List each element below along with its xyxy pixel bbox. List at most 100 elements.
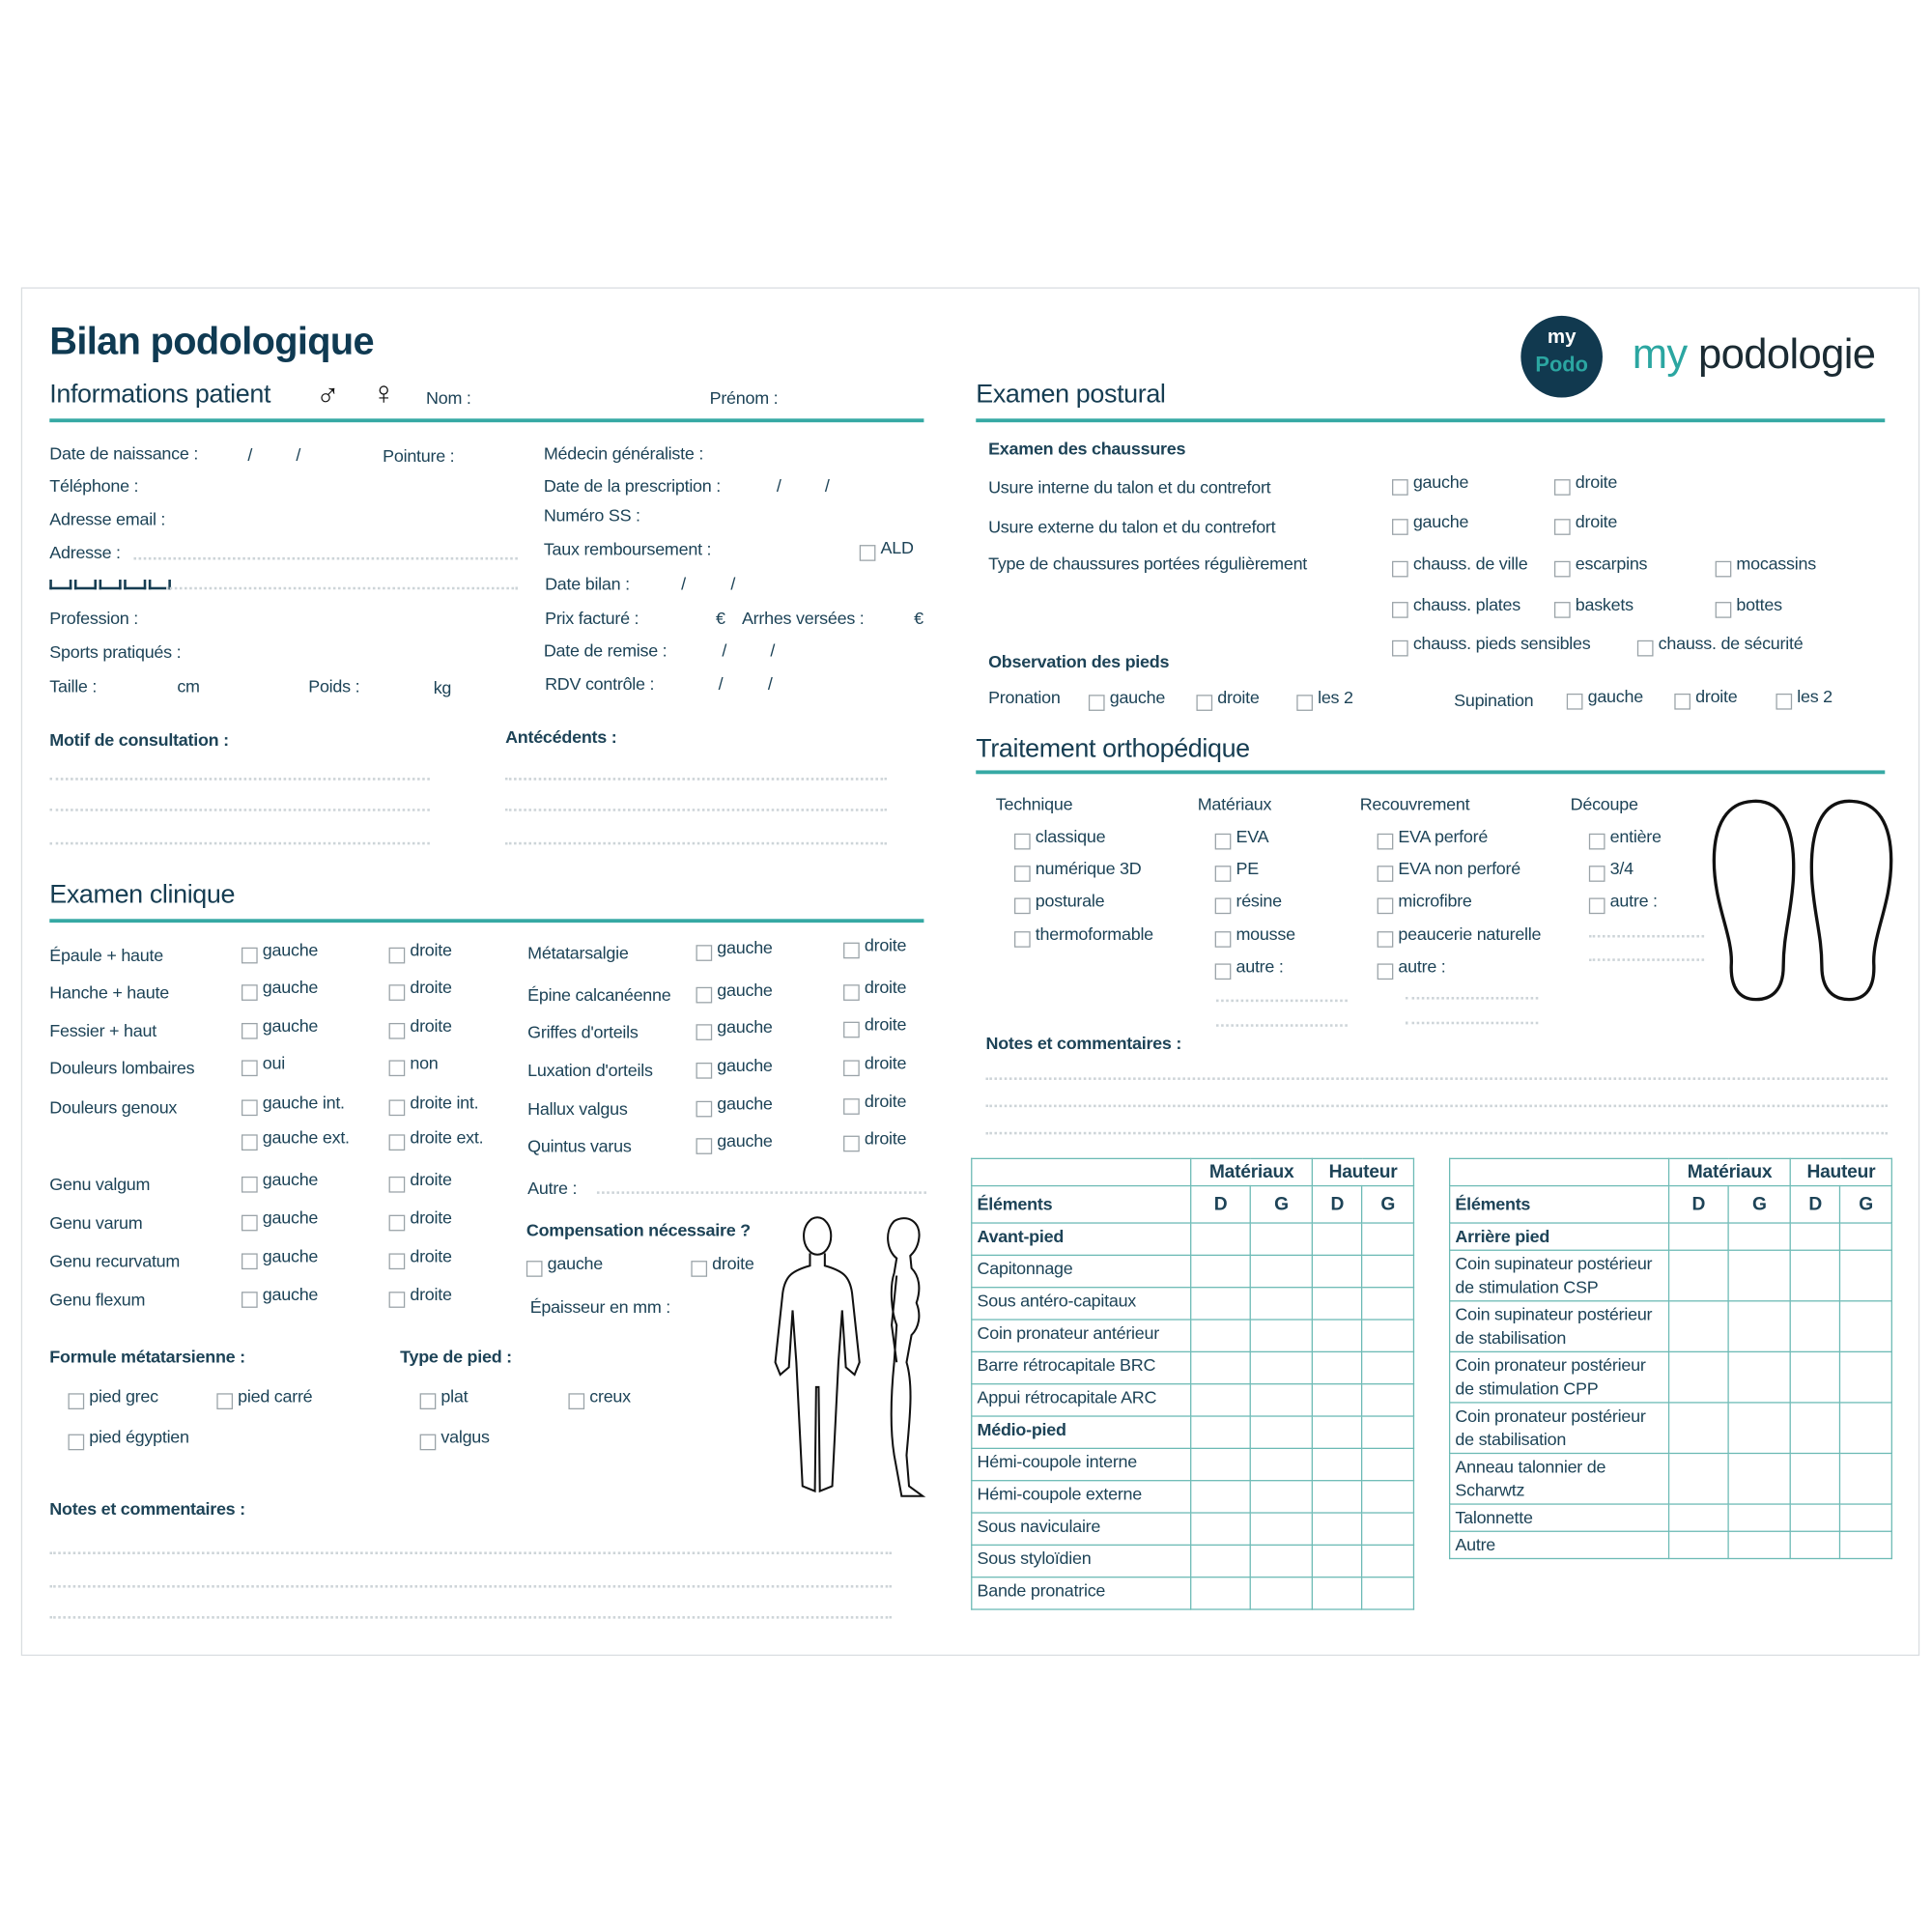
value-cell[interactable] [1839,1452,1892,1505]
value-cell[interactable] [1249,1480,1314,1514]
dotted-line[interactable] [1406,997,1539,1000]
value-cell[interactable] [1667,1300,1729,1352]
postal-code-boxes[interactable] [49,579,171,590]
checkbox-box[interactable] [388,1253,406,1270]
checkbox-box[interactable] [1553,560,1571,578]
value-cell[interactable] [1311,1287,1363,1321]
checkbox-box[interactable] [843,1060,860,1077]
checkbox-box[interactable] [388,1099,406,1117]
checkbox-box[interactable] [568,1393,585,1409]
value-cell[interactable] [1190,1254,1251,1289]
value-cell[interactable] [1361,1254,1415,1289]
value-cell[interactable] [1249,1319,1314,1352]
checkbox-box[interactable] [843,1098,860,1115]
value-cell[interactable] [1839,1222,1892,1251]
checkbox-box[interactable] [1088,695,1105,711]
checkbox-box[interactable] [1377,963,1394,980]
notes-line[interactable] [49,1551,893,1554]
value-cell[interactable] [1190,1383,1251,1417]
value-cell[interactable] [1249,1577,1314,1610]
checkbox-box[interactable] [388,1214,406,1232]
checkbox-box[interactable] [1196,695,1213,711]
value-cell[interactable] [1190,1287,1251,1321]
value-cell[interactable] [1727,1402,1792,1455]
value-cell[interactable] [1361,1415,1415,1449]
value-cell[interactable] [1667,1350,1729,1404]
checkbox-box[interactable] [1013,931,1031,948]
checkbox-box[interactable] [1214,963,1232,980]
value-cell[interactable] [1667,1503,1729,1532]
checkbox-box[interactable] [388,1060,406,1077]
checkbox-box[interactable] [1636,639,1654,657]
value-cell[interactable] [1190,1447,1251,1482]
value-cell[interactable] [1249,1447,1314,1482]
checkbox-box[interactable] [241,947,258,964]
motif-line[interactable] [49,778,430,781]
value-cell[interactable] [1361,1480,1415,1514]
checkbox-box[interactable] [696,1100,713,1118]
value-cell[interactable] [1249,1544,1314,1578]
checkbox-box[interactable] [241,1214,258,1232]
checkbox-box[interactable] [1214,931,1232,948]
value-cell[interactable] [1190,1512,1251,1546]
checkbox-box[interactable] [696,945,713,961]
checkbox-box[interactable] [241,1134,258,1151]
autre-line[interactable] [596,1191,926,1194]
checkbox-box[interactable] [843,1021,860,1038]
checkbox-box[interactable] [1715,560,1732,578]
checkbox-box[interactable] [696,1138,713,1154]
value-cell[interactable] [1789,1452,1841,1505]
checkbox-box[interactable] [1553,479,1571,496]
antecedents-line[interactable] [505,809,887,811]
value-cell[interactable] [1361,1383,1415,1417]
value-cell[interactable] [1361,1577,1415,1610]
value-cell[interactable] [1190,1544,1251,1578]
checkbox-box[interactable] [1392,479,1408,496]
value-cell[interactable] [1361,1287,1415,1321]
checkbox-box[interactable] [388,1134,406,1151]
value-cell[interactable] [1839,1503,1892,1532]
checkbox-box[interactable] [1566,693,1583,710]
value-cell[interactable] [1667,1249,1729,1302]
value-cell[interactable] [1727,1249,1792,1302]
checkbox-box[interactable] [859,545,876,561]
value-cell[interactable] [1789,1222,1841,1251]
value-cell[interactable] [1727,1452,1792,1505]
checkbox-box[interactable] [241,1060,258,1077]
checkbox-box[interactable] [68,1434,85,1451]
value-cell[interactable] [1249,1512,1314,1546]
value-cell[interactable] [1190,1222,1251,1256]
value-cell[interactable] [1249,1415,1314,1449]
value-cell[interactable] [1311,1383,1363,1417]
value-cell[interactable] [1249,1254,1314,1289]
value-cell[interactable] [1311,1544,1363,1578]
checkbox-box[interactable] [1553,519,1571,535]
checkbox-box[interactable] [843,1135,860,1152]
value-cell[interactable] [1667,1530,1729,1560]
checkbox-box[interactable] [1377,866,1394,882]
checkbox-box[interactable] [419,1393,437,1409]
value-cell[interactable] [1727,1530,1792,1560]
notes-line[interactable] [985,1104,1888,1108]
checkbox-box[interactable] [1377,897,1394,915]
dotted-line[interactable] [1215,1024,1348,1027]
antecedents-line[interactable] [505,778,887,781]
checkbox-box[interactable] [1296,695,1313,711]
value-cell[interactable] [1249,1350,1314,1385]
checkbox-box[interactable] [241,1253,258,1270]
value-cell[interactable] [1727,1300,1792,1352]
value-cell[interactable] [1667,1452,1729,1505]
value-cell[interactable] [1727,1350,1792,1404]
value-cell[interactable] [1361,1319,1415,1352]
value-cell[interactable] [1361,1350,1415,1385]
value-cell[interactable] [1789,1402,1841,1455]
value-cell[interactable] [1311,1577,1363,1610]
value-cell[interactable] [1839,1249,1892,1302]
value-cell[interactable] [1249,1287,1314,1321]
value-cell[interactable] [1789,1530,1841,1560]
notes-line[interactable] [49,1585,893,1588]
checkbox-box[interactable] [696,1062,713,1079]
checkbox-box[interactable] [1392,560,1408,578]
dotted-line[interactable] [1588,958,1705,961]
value-cell[interactable] [1667,1402,1729,1455]
